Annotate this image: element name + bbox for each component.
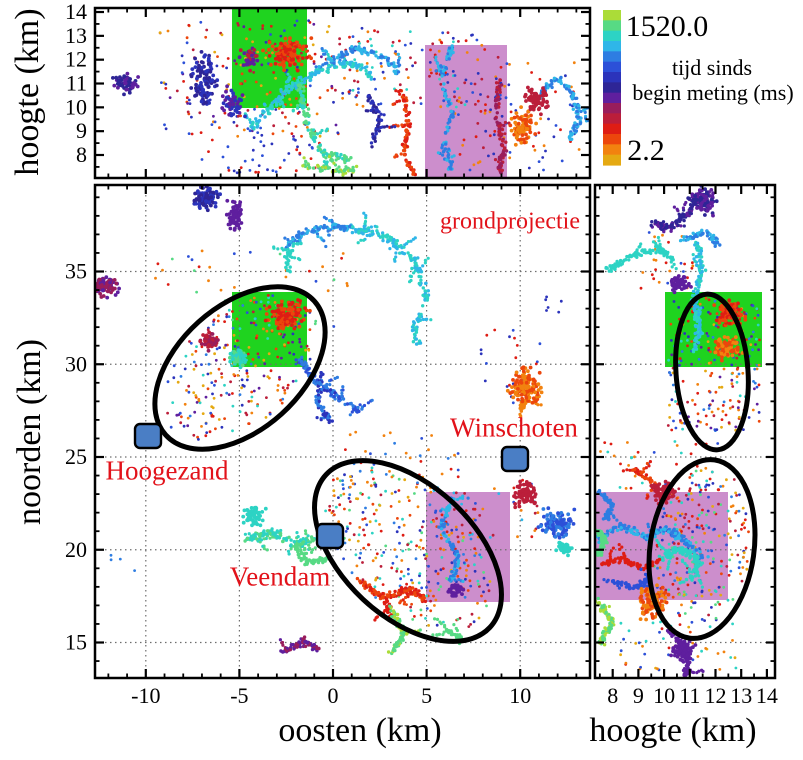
svg-text:14: 14 bbox=[65, 0, 87, 24]
cluster-ellipse bbox=[673, 291, 751, 453]
town-marker bbox=[133, 422, 163, 450]
svg-text:12: 12 bbox=[65, 47, 87, 72]
main-x-axis-title: oosten (km) bbox=[278, 712, 442, 749]
svg-text:8: 8 bbox=[76, 142, 87, 167]
right-panel-content bbox=[596, 186, 774, 677]
top-y-axis-title: hoogte (km) bbox=[9, 8, 46, 176]
colorbar bbox=[603, 10, 621, 166]
town-marker bbox=[500, 445, 530, 473]
town-label-winschoten: Winschoten bbox=[450, 412, 578, 443]
top-panel-content bbox=[111, 9, 589, 177]
town-label-hoogezand: Hoogezand bbox=[105, 455, 229, 486]
colorbar-min-label: 2.2 bbox=[627, 134, 665, 167]
svg-text:9: 9 bbox=[76, 118, 87, 143]
main-panel-content bbox=[96, 186, 589, 677]
town-marker bbox=[315, 522, 345, 550]
cluster-ellipse bbox=[312, 458, 504, 644]
svg-text:10: 10 bbox=[65, 94, 87, 119]
colorbar-max-label: 1520.0 bbox=[625, 10, 709, 43]
right-panel-frame: 8 9 10 11 12 13 14 bbox=[593, 183, 778, 708]
svg-text:13: 13 bbox=[65, 23, 87, 48]
svg-text:11: 11 bbox=[66, 71, 87, 96]
cluster-ellipse bbox=[152, 284, 328, 452]
colorbar-title-line1: tijd sinds bbox=[671, 55, 753, 80]
cluster-ellipse bbox=[646, 457, 758, 641]
colorbar-title-line2: begin meting (ms) bbox=[632, 80, 794, 105]
main-y-axis-title: noorden (km) bbox=[11, 338, 48, 526]
right-x-axis-title: hoogte (km) bbox=[589, 712, 757, 749]
highlight-box bbox=[426, 492, 510, 602]
ground-projection-label: grondprojectie bbox=[440, 208, 580, 235]
town-label-veendam: Veendam bbox=[229, 561, 331, 592]
